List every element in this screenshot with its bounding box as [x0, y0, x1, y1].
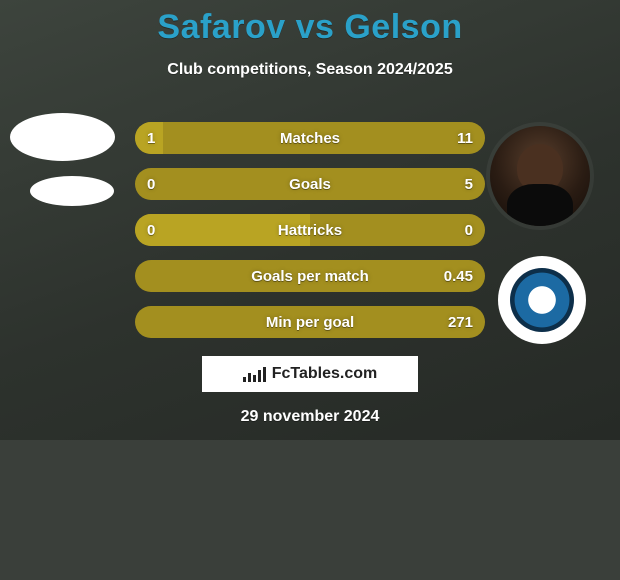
brand-bars-icon: [243, 366, 266, 382]
stat-row: Goals per match0.45: [135, 260, 485, 292]
title-player1: Safarov: [157, 8, 285, 46]
player2-club-crest: [498, 256, 586, 344]
stat-row: 1Matches11: [135, 122, 485, 154]
stat-label: Hattricks: [135, 214, 485, 246]
stat-label: Goals: [135, 168, 485, 200]
title-vs: vs: [296, 8, 335, 46]
stat-label: Matches: [135, 122, 485, 154]
comparison-card: Safarov vs Gelson Club competitions, Sea…: [0, 0, 620, 440]
stat-value-right: 0: [465, 214, 473, 246]
stats-list: 1Matches110Goals50Hattricks0Goals per ma…: [135, 122, 485, 338]
player2-avatar: [490, 126, 590, 226]
player1-avatar: [10, 113, 115, 161]
brand-badge: FcTables.com: [202, 356, 418, 392]
page-title: Safarov vs Gelson: [0, 0, 620, 47]
stat-value-right: 0.45: [444, 260, 473, 292]
brand-text: FcTables.com: [272, 365, 378, 383]
stat-label: Min per goal: [135, 306, 485, 338]
title-player2: Gelson: [344, 8, 462, 46]
stat-value-right: 5: [465, 168, 473, 200]
stat-value-right: 11: [457, 122, 473, 154]
date: 29 november 2024: [0, 408, 620, 426]
stat-row: 0Goals5: [135, 168, 485, 200]
stat-label: Goals per match: [135, 260, 485, 292]
stat-row: 0Hattricks0: [135, 214, 485, 246]
stat-row: Min per goal271: [135, 306, 485, 338]
subtitle: Club competitions, Season 2024/2025: [0, 61, 620, 79]
stat-value-right: 271: [448, 306, 473, 338]
player1-club-crest: [30, 176, 114, 206]
